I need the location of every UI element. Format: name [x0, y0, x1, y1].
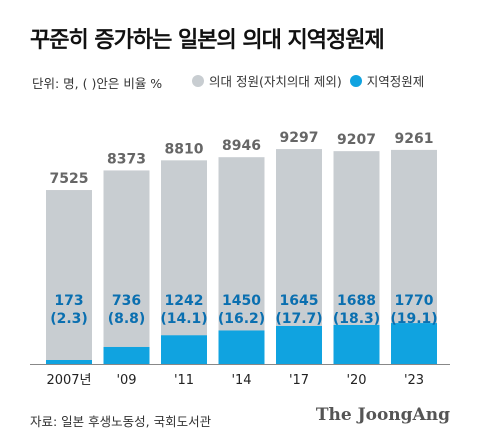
x-tick-label: '17 — [289, 373, 309, 388]
total-value-label: 9297 — [280, 130, 319, 146]
x-tick-label: '09 — [116, 373, 136, 388]
regional-value-label: 1242 — [165, 293, 204, 309]
unit-note: 단위: 명, ( )안은 비율 % — [32, 76, 163, 91]
regional-value-label: 1450 — [222, 293, 261, 309]
total-value-label: 9261 — [395, 131, 434, 147]
bar-chart: 7525 173 (2.3) 2007년 8373 736 (8.8) '09 8810 1242… — [30, 130, 450, 388]
legend-label-total: 의대 정원(자치의대 제외) — [209, 74, 342, 89]
regional-bar — [391, 323, 437, 364]
x-tick-label: 2007년 — [46, 373, 91, 388]
total-bar — [46, 190, 92, 364]
regional-value-label: 1770 — [395, 293, 434, 309]
total-value-label: 8946 — [222, 138, 261, 154]
regional-value-label: 1645 — [280, 293, 319, 309]
legend-item-regional: 지역정원제 — [349, 71, 425, 90]
brand-logo: The JoongAng — [315, 405, 450, 425]
regional-ratio-label: (18.3) — [333, 311, 380, 327]
regional-bar — [333, 324, 380, 364]
chart-title: 꾸준히 증가하는 일본의 의대 지역정원제 — [30, 28, 385, 53]
regional-bar — [46, 360, 92, 364]
legend-swatch-regional — [349, 74, 362, 87]
legend-label-regional: 지역정원제 — [366, 74, 425, 89]
regional-bar — [218, 330, 265, 364]
regional-value-label: 736 — [112, 293, 141, 309]
x-tick-label: '11 — [174, 373, 194, 388]
x-tick-label: '23 — [404, 373, 424, 388]
x-tick-label: '20 — [346, 373, 366, 388]
regional-bar — [276, 325, 322, 364]
regional-ratio-label: (14.1) — [160, 311, 207, 327]
source-note: 자료: 일본 후생노동성, 국회도서관 — [30, 414, 212, 429]
legend-swatch-total — [192, 74, 204, 87]
x-tick-label: '14 — [231, 373, 251, 388]
total-bar — [161, 160, 207, 364]
regional-value-label: 1688 — [337, 293, 376, 309]
total-value-label: 8810 — [165, 141, 204, 157]
total-bar — [103, 170, 150, 364]
legend-item-total: 의대 정원(자치의대 제외) — [192, 71, 342, 90]
regional-ratio-label: (8.8) — [108, 311, 146, 327]
total-value-label: 9207 — [337, 132, 376, 148]
legend: 의대 정원(자치의대 제외) 지역정원제 — [192, 71, 424, 90]
regional-ratio-label: (17.7) — [275, 311, 322, 327]
regional-bar — [161, 335, 207, 364]
regional-ratio-label: (19.1) — [390, 311, 437, 327]
total-bar — [218, 157, 265, 364]
regional-value-label: 173 — [54, 293, 83, 309]
total-value-label: 7525 — [50, 171, 89, 187]
regional-ratio-label: (2.3) — [50, 311, 88, 327]
regional-bar — [103, 346, 150, 364]
regional-ratio-label: (16.2) — [218, 311, 265, 327]
total-value-label: 8373 — [107, 151, 146, 167]
